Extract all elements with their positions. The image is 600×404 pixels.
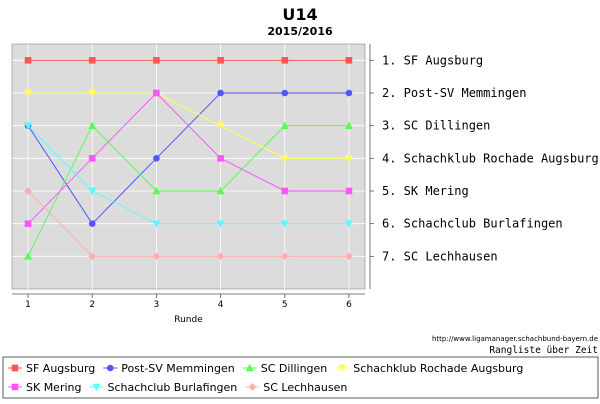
data-point bbox=[88, 57, 96, 64]
data-point bbox=[345, 89, 353, 97]
plot-area bbox=[11, 43, 366, 290]
legend-swatch-marker bbox=[11, 383, 19, 391]
legend-swatch-marker bbox=[338, 364, 347, 373]
rank-tick-label: 6. Schachclub Burlafingen bbox=[382, 217, 563, 231]
data-point bbox=[216, 220, 225, 228]
legend-label: SK Mering bbox=[26, 381, 81, 394]
x-tick-label: 6 bbox=[346, 300, 352, 310]
chart-caption: Rangliste über Zeit bbox=[489, 345, 598, 356]
data-point bbox=[217, 89, 224, 97]
legend-swatch-marker bbox=[106, 364, 114, 372]
x-tick-label: 5 bbox=[282, 300, 288, 310]
x-axis-label: Runde bbox=[174, 315, 203, 325]
data-point bbox=[88, 89, 97, 98]
series-line bbox=[27, 124, 349, 257]
legend-label: Schachklub Rochade Augsburg bbox=[353, 362, 523, 375]
data-point bbox=[345, 57, 353, 64]
data-point bbox=[280, 155, 289, 163]
x-tick-label: 4 bbox=[218, 300, 224, 310]
legend-swatch-marker bbox=[92, 383, 101, 392]
rank-tick-label: 1. SF Augsburg bbox=[382, 53, 483, 67]
data-point bbox=[281, 89, 289, 97]
data-point bbox=[88, 220, 96, 227]
data-point bbox=[216, 252, 225, 261]
x-tick-label: 2 bbox=[89, 300, 95, 310]
data-point bbox=[281, 57, 289, 64]
data-point bbox=[152, 252, 161, 261]
data-point bbox=[24, 220, 32, 227]
legend-label: SC Lechhausen bbox=[263, 381, 347, 394]
legend-label: Post-SV Memmingen bbox=[121, 362, 234, 375]
legend-label: SF Augsburg bbox=[26, 362, 95, 375]
data-point bbox=[88, 252, 97, 261]
data-point bbox=[24, 187, 32, 195]
legend-box bbox=[2, 356, 599, 399]
data-point bbox=[280, 220, 289, 228]
x-tick-label: 3 bbox=[154, 300, 160, 310]
data-point bbox=[280, 121, 289, 129]
rank-tick-label: 4. Schachklub Rochade Augsburg bbox=[382, 151, 599, 165]
legend-swatch-marker bbox=[245, 363, 254, 372]
data-point bbox=[153, 155, 160, 162]
data-point bbox=[345, 187, 353, 195]
data-point bbox=[217, 155, 224, 162]
data-point bbox=[344, 220, 353, 228]
source-url: http://www.ligamanager.schachbund-bayern… bbox=[432, 335, 598, 343]
data-point bbox=[344, 121, 353, 129]
data-point bbox=[217, 57, 224, 64]
data-point bbox=[88, 187, 97, 196]
data-point bbox=[24, 122, 33, 130]
data-point bbox=[88, 121, 97, 129]
chart-title: U14 bbox=[282, 5, 317, 24]
data-point bbox=[24, 252, 33, 260]
data-point bbox=[216, 122, 225, 130]
series-line bbox=[27, 92, 349, 225]
data-point bbox=[152, 186, 161, 195]
data-point bbox=[24, 57, 32, 64]
data-point bbox=[24, 89, 33, 98]
x-tick-label: 1 bbox=[25, 300, 31, 310]
series-line bbox=[27, 190, 349, 257]
data-point bbox=[280, 252, 289, 261]
chart-subtitle: 2015/2016 bbox=[267, 25, 333, 38]
series-line bbox=[28, 92, 349, 159]
data-point bbox=[153, 57, 160, 64]
data-point bbox=[216, 186, 225, 195]
legend-label: Schachclub Burlafingen bbox=[107, 381, 237, 394]
rank-tick-label: 5. SK Mering bbox=[382, 184, 469, 198]
rank-tick-label: 7. SC Lechhausen bbox=[382, 249, 498, 263]
data-point bbox=[152, 220, 161, 228]
legend-label: SC Dillingen bbox=[261, 362, 328, 375]
legend-swatch-marker bbox=[248, 383, 257, 391]
rank-tick-label: 3. SC Dillingen bbox=[382, 119, 490, 133]
rank-tick-label: 2. Post-SV Memmingen bbox=[382, 86, 527, 100]
data-point bbox=[153, 89, 160, 97]
data-point bbox=[345, 252, 353, 261]
series-line bbox=[27, 125, 349, 225]
data-point bbox=[281, 187, 289, 195]
legend-swatch-marker bbox=[11, 364, 19, 372]
data-point bbox=[344, 155, 353, 163]
data-point bbox=[88, 155, 96, 162]
